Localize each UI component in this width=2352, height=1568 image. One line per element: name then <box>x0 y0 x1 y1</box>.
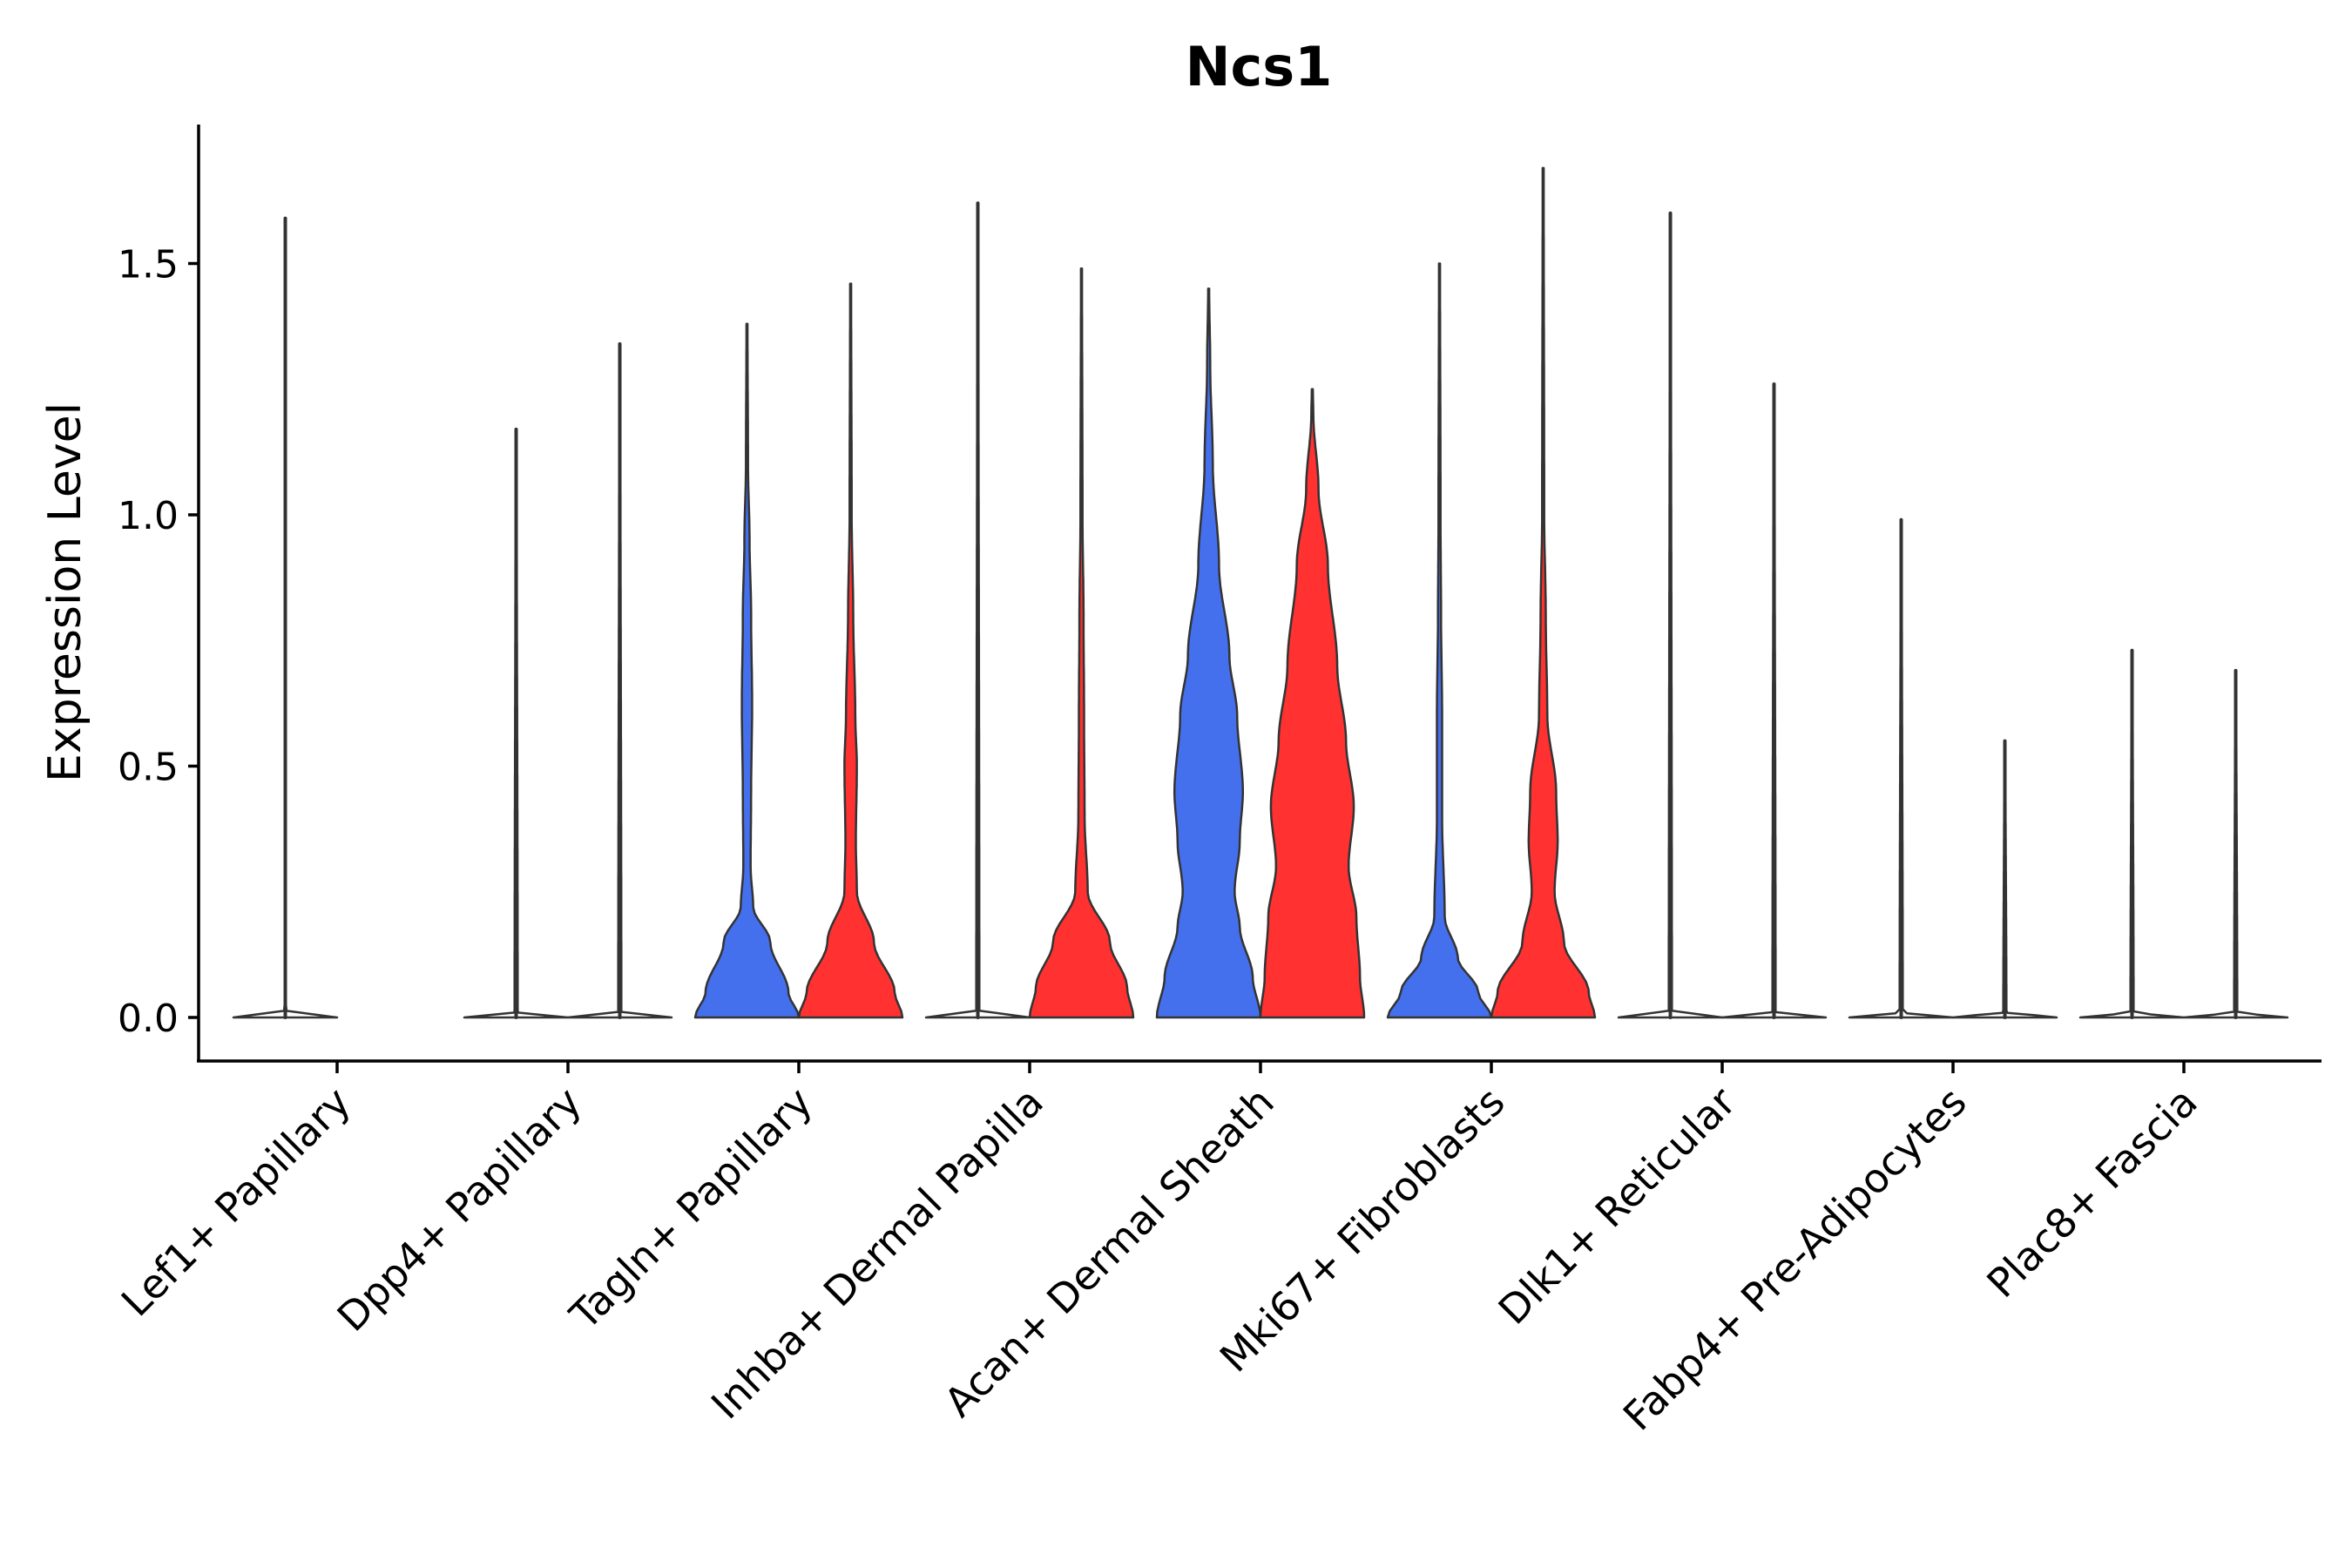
x-tick-label: Plac8+ Fascia <box>1977 1078 2206 1307</box>
chart-title: Ncs1 <box>1186 35 1333 98</box>
x-tick-label: Dpp4+ Papillary <box>328 1078 591 1341</box>
x-tick-label: Lef1+ Papillary <box>112 1078 360 1326</box>
y-axis-label: Expression Level <box>39 402 91 782</box>
y-tick-label: 0.0 <box>118 997 179 1041</box>
violin-group2 <box>1490 166 1597 1019</box>
violin-layer <box>232 166 2289 1019</box>
y-axis-ticks: 0.0 0.5 1.0 1.5 <box>118 243 199 1041</box>
violin-group2 <box>1259 388 1366 1019</box>
violin-group2 <box>797 282 904 1019</box>
violin-group1 <box>1386 262 1493 1019</box>
y-tick-label: 0.5 <box>118 746 179 790</box>
y-tick-label: 1.0 <box>118 494 179 538</box>
x-tick-label: Tagln+ Papillary <box>560 1078 821 1340</box>
x-tick-label: Dlk1+ Reticular <box>1490 1078 1745 1334</box>
violin-group1 <box>693 322 801 1019</box>
violin-group1 <box>1155 287 1262 1019</box>
violin-group2 <box>1028 267 1135 1019</box>
y-tick-label: 1.5 <box>118 243 179 287</box>
